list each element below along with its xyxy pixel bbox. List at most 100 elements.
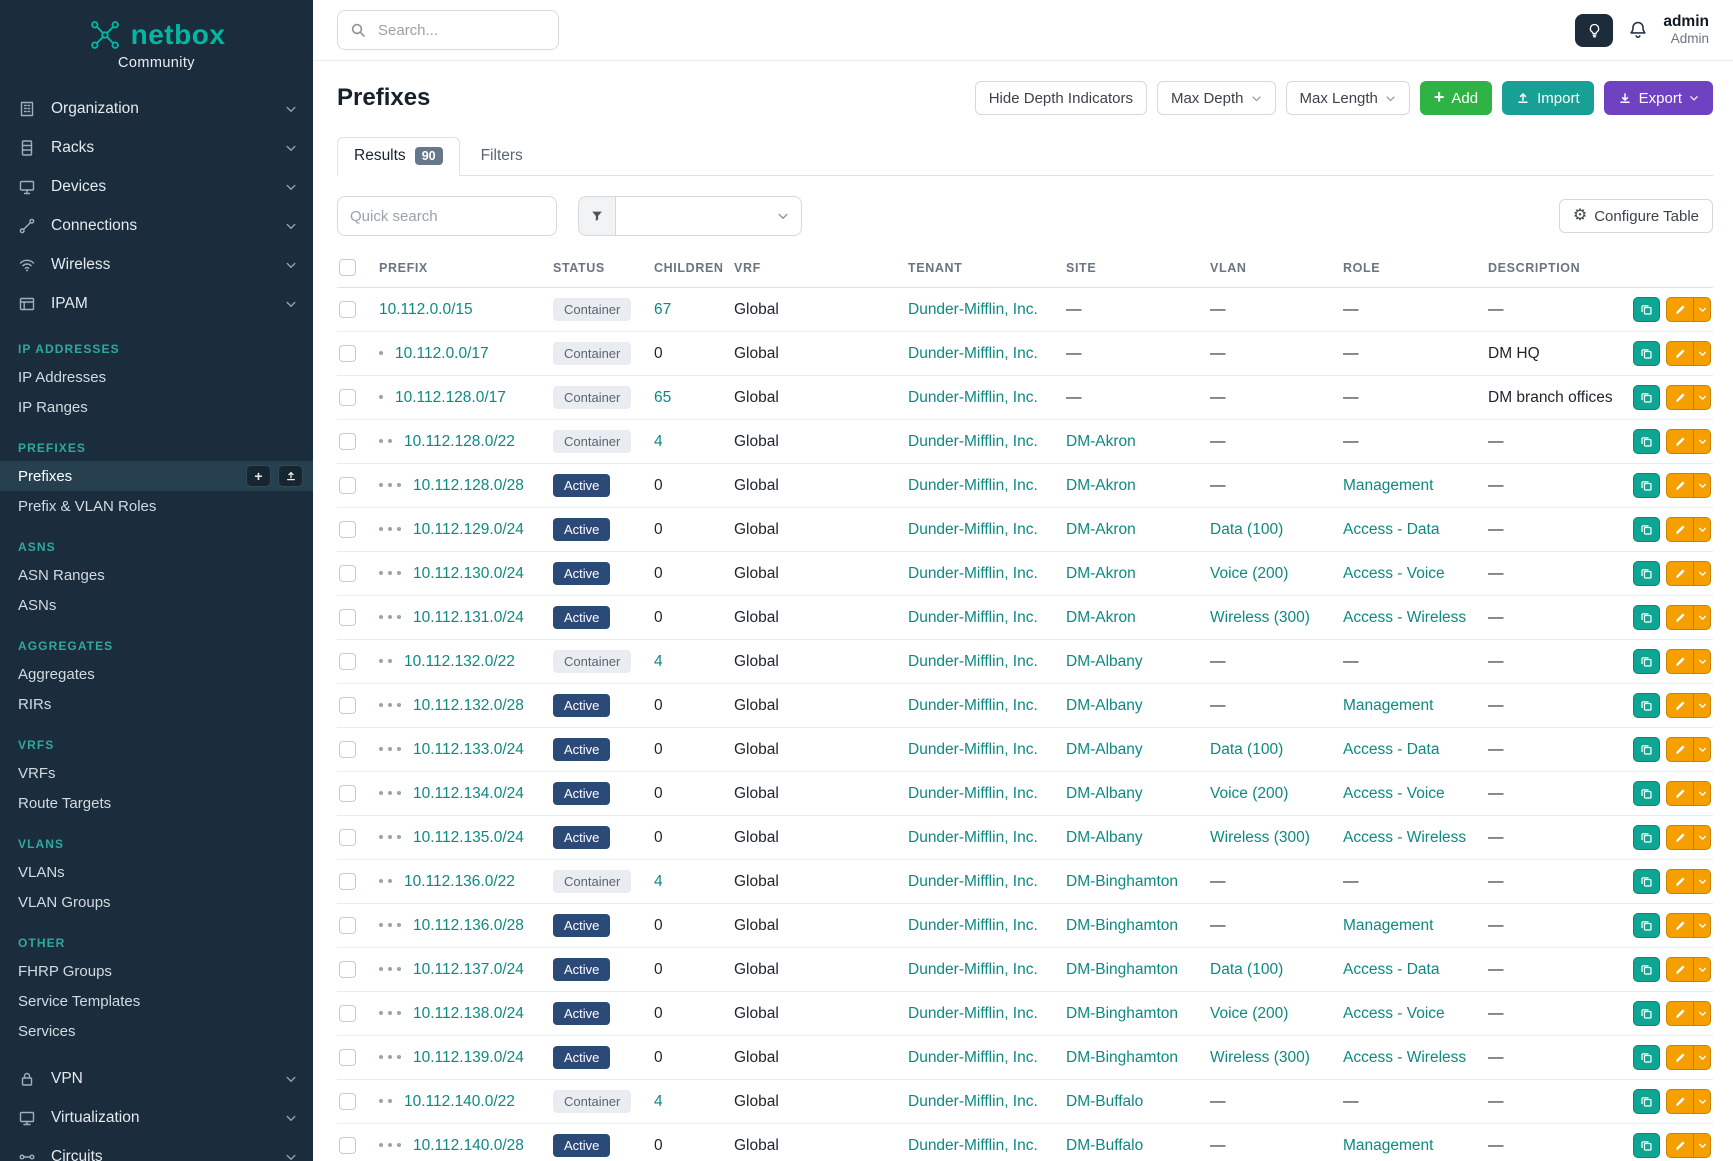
edit-dropdown-button[interactable] xyxy=(1693,781,1711,806)
sidebar-item-virtualization[interactable]: Virtualization xyxy=(0,1098,313,1137)
row-checkbox[interactable] xyxy=(339,829,356,846)
select-all-checkbox[interactable] xyxy=(339,259,356,276)
configure-table-button[interactable]: ⚙ Configure Table xyxy=(1558,199,1713,233)
edit-button[interactable] xyxy=(1666,1045,1693,1070)
copy-button[interactable] xyxy=(1633,473,1660,498)
tenant-link[interactable]: Dunder-Mifflin, Inc. xyxy=(908,652,1038,670)
tenant-link[interactable]: Dunder-Mifflin, Inc. xyxy=(908,432,1038,450)
prefix-link[interactable]: 10.112.140.0/22 xyxy=(404,1092,515,1110)
edit-button[interactable] xyxy=(1666,429,1693,454)
vlan-link[interactable]: Voice (200) xyxy=(1210,1004,1289,1022)
row-checkbox[interactable] xyxy=(339,785,356,802)
row-checkbox[interactable] xyxy=(339,433,356,450)
tenant-link[interactable]: Dunder-Mifflin, Inc. xyxy=(908,608,1038,626)
row-checkbox[interactable] xyxy=(339,917,356,934)
sidebar-item-vpn[interactable]: VPN xyxy=(0,1059,313,1098)
site-link[interactable]: DM-Albany xyxy=(1066,740,1143,758)
site-link[interactable]: DM-Akron xyxy=(1066,432,1136,450)
edit-button[interactable] xyxy=(1666,913,1693,938)
row-checkbox[interactable] xyxy=(339,1137,356,1154)
row-checkbox[interactable] xyxy=(339,521,356,538)
edit-button[interactable] xyxy=(1666,957,1693,982)
copy-button[interactable] xyxy=(1633,693,1660,718)
vlan-link[interactable]: Data (100) xyxy=(1210,740,1284,758)
children-count-link[interactable]: 4 xyxy=(654,872,663,890)
sidebar-item-prefixes[interactable]: Prefixes + xyxy=(0,461,313,491)
site-link[interactable]: DM-Binghamton xyxy=(1066,960,1178,978)
row-checkbox[interactable] xyxy=(339,697,356,714)
copy-button[interactable] xyxy=(1633,605,1660,630)
edit-dropdown-button[interactable] xyxy=(1693,737,1711,762)
prefix-link[interactable]: 10.112.135.0/24 xyxy=(413,828,524,846)
edit-button[interactable] xyxy=(1666,297,1693,322)
row-checkbox[interactable] xyxy=(339,345,356,362)
site-link[interactable]: DM-Akron xyxy=(1066,520,1136,538)
sidebar-item-prefix-vlan-roles[interactable]: Prefix & VLAN Roles xyxy=(0,491,313,521)
copy-button[interactable] xyxy=(1633,561,1660,586)
edit-dropdown-button[interactable] xyxy=(1693,1089,1711,1114)
notifications-button[interactable] xyxy=(1628,20,1648,40)
column-header-role[interactable]: ROLE xyxy=(1343,253,1488,288)
prefix-link[interactable]: 10.112.132.0/28 xyxy=(413,696,524,714)
edit-button[interactable] xyxy=(1666,1001,1693,1026)
role-link[interactable]: Access - Data xyxy=(1343,960,1440,978)
column-header-tenant[interactable]: TENANT xyxy=(908,253,1066,288)
prefix-link[interactable]: 10.112.133.0/24 xyxy=(413,740,524,758)
prefix-link[interactable]: 10.112.130.0/24 xyxy=(413,564,524,582)
prefix-link[interactable]: 10.112.128.0/28 xyxy=(413,476,524,494)
tenant-link[interactable]: Dunder-Mifflin, Inc. xyxy=(908,344,1038,362)
edit-dropdown-button[interactable] xyxy=(1693,605,1711,630)
site-link[interactable]: DM-Akron xyxy=(1066,608,1136,626)
logo-block[interactable]: netbox Community xyxy=(0,0,313,79)
edit-button[interactable] xyxy=(1666,341,1693,366)
copy-button[interactable] xyxy=(1633,781,1660,806)
tenant-link[interactable]: Dunder-Mifflin, Inc. xyxy=(908,696,1038,714)
copy-button[interactable] xyxy=(1633,1001,1660,1026)
site-link[interactable]: DM-Albany xyxy=(1066,652,1143,670)
column-header-description[interactable]: DESCRIPTION xyxy=(1488,253,1613,288)
edit-dropdown-button[interactable] xyxy=(1693,1001,1711,1026)
add-button[interactable]: + Add xyxy=(1419,81,1493,115)
role-link[interactable]: Management xyxy=(1343,696,1434,714)
copy-button[interactable] xyxy=(1633,737,1660,762)
row-checkbox[interactable] xyxy=(339,1005,356,1022)
edit-button[interactable] xyxy=(1666,693,1693,718)
sidebar-item-connections[interactable]: Connections xyxy=(0,206,313,245)
tenant-link[interactable]: Dunder-Mifflin, Inc. xyxy=(908,564,1038,582)
role-link[interactable]: Management xyxy=(1343,916,1434,934)
sidebar-item-wireless[interactable]: Wireless xyxy=(0,245,313,284)
row-checkbox[interactable] xyxy=(339,477,356,494)
upload-quick-button[interactable] xyxy=(278,465,303,487)
prefix-link[interactable]: 10.112.132.0/22 xyxy=(404,652,515,670)
tenant-link[interactable]: Dunder-Mifflin, Inc. xyxy=(908,1048,1038,1066)
children-count-link[interactable]: 4 xyxy=(654,652,663,670)
filter-select[interactable] xyxy=(616,196,802,236)
tenant-link[interactable]: Dunder-Mifflin, Inc. xyxy=(908,300,1038,318)
vlan-link[interactable]: Wireless (300) xyxy=(1210,608,1310,626)
prefix-link[interactable]: 10.112.0.0/15 xyxy=(379,300,473,318)
edit-dropdown-button[interactable] xyxy=(1693,825,1711,850)
row-checkbox[interactable] xyxy=(339,609,356,626)
sidebar-item-circuits[interactable]: Circuits xyxy=(0,1137,313,1161)
edit-dropdown-button[interactable] xyxy=(1693,957,1711,982)
sidebar-item-ip-addresses[interactable]: IP Addresses xyxy=(0,362,313,392)
tenant-link[interactable]: Dunder-Mifflin, Inc. xyxy=(908,960,1038,978)
sidebar-item-rirs[interactable]: RIRs xyxy=(0,689,313,719)
sidebar-item-asn-ranges[interactable]: ASN Ranges xyxy=(0,560,313,590)
tenant-link[interactable]: Dunder-Mifflin, Inc. xyxy=(908,872,1038,890)
edit-button[interactable] xyxy=(1666,649,1693,674)
tenant-link[interactable]: Dunder-Mifflin, Inc. xyxy=(908,388,1038,406)
row-checkbox[interactable] xyxy=(339,301,356,318)
sidebar-item-services[interactable]: Services xyxy=(0,1016,313,1046)
tab-filters[interactable]: Filters xyxy=(464,137,540,176)
tenant-link[interactable]: Dunder-Mifflin, Inc. xyxy=(908,828,1038,846)
tenant-link[interactable]: Dunder-Mifflin, Inc. xyxy=(908,520,1038,538)
prefix-link[interactable]: 10.112.134.0/24 xyxy=(413,784,524,802)
copy-button[interactable] xyxy=(1633,1045,1660,1070)
prefix-link[interactable]: 10.112.131.0/24 xyxy=(413,608,524,626)
sidebar-item-asns[interactable]: ASNs xyxy=(0,590,313,620)
edit-button[interactable] xyxy=(1666,517,1693,542)
copy-button[interactable] xyxy=(1633,825,1660,850)
edit-dropdown-button[interactable] xyxy=(1693,693,1711,718)
edit-dropdown-button[interactable] xyxy=(1693,341,1711,366)
